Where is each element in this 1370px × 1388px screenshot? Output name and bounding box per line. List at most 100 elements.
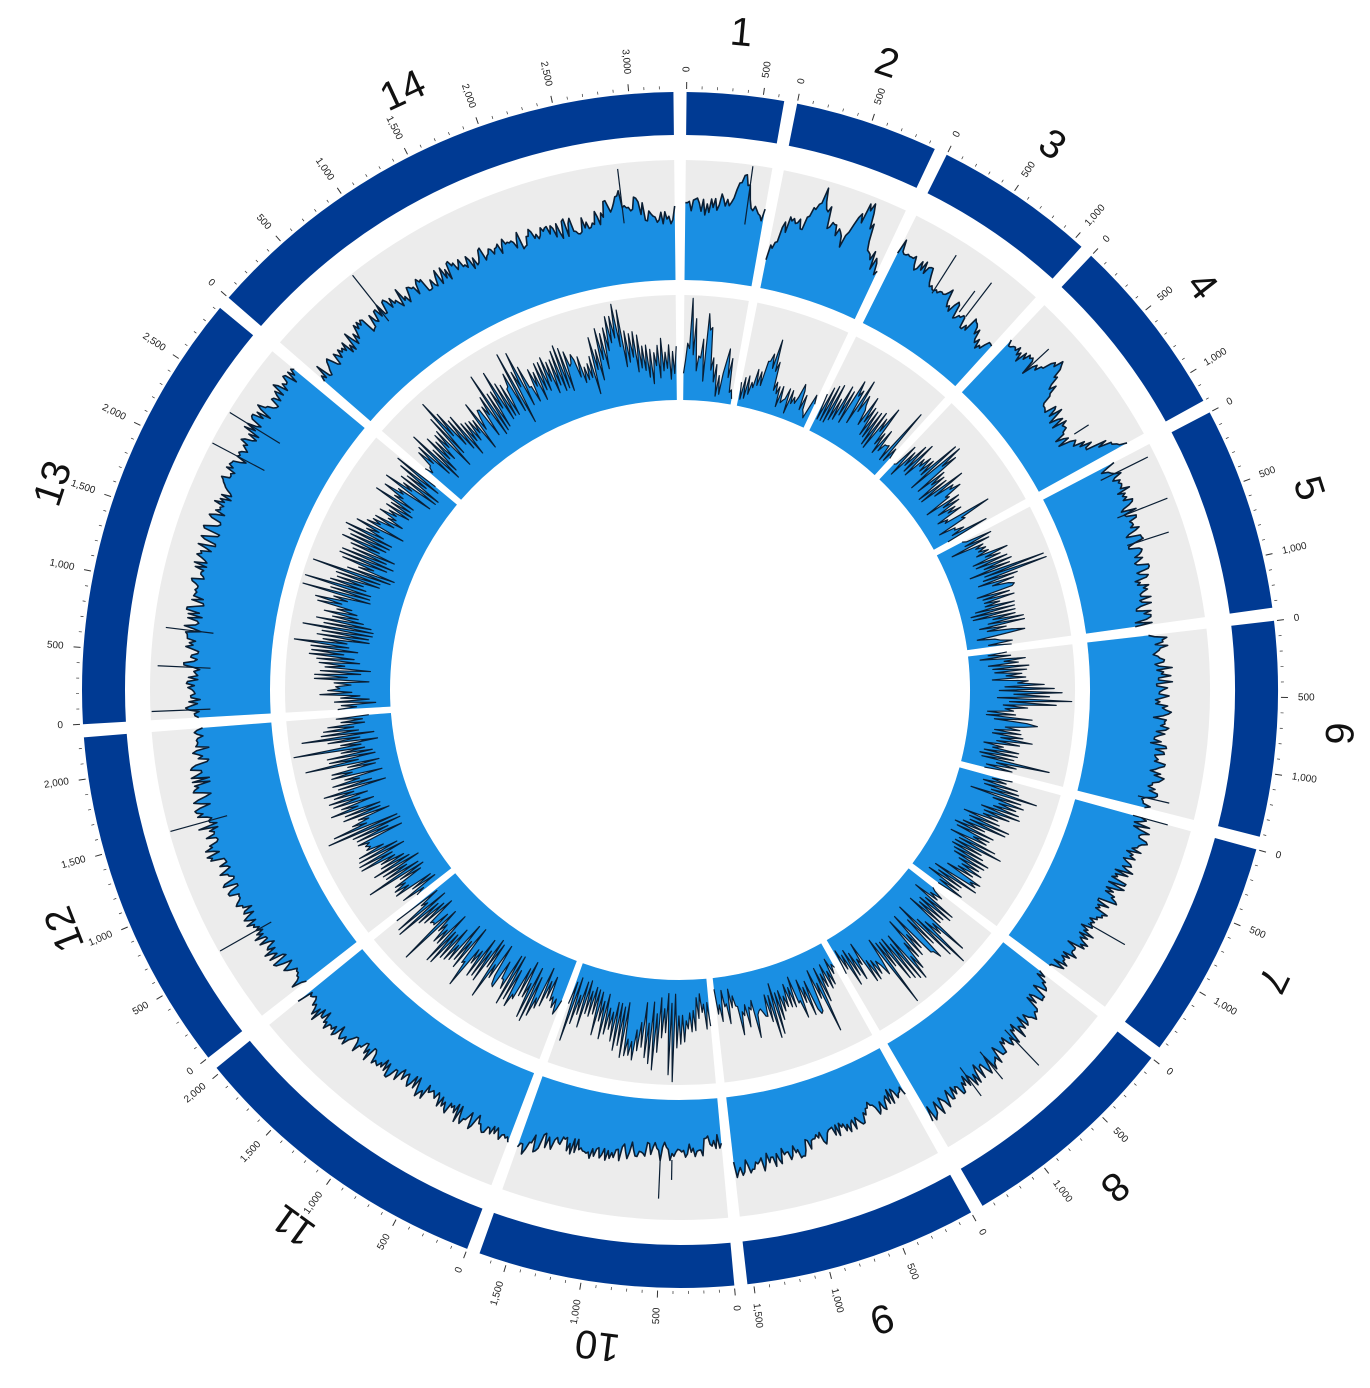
tick-mark-chr-9 [917,1242,918,1245]
tick-mark-chr-8 [1032,1177,1034,1179]
tick-mark-chr-11 [280,1141,282,1143]
tick-label-chr-12: 0 [185,1065,196,1077]
tick-mark-chr-5 [1219,423,1222,424]
tick-mark-chr-13 [104,494,111,496]
tick-mark-chr-12 [168,1009,171,1011]
tick-mark-chr-14 [392,159,393,162]
tick-label-chr-1: 0 [681,66,692,72]
tick-mark-chr-12 [103,869,106,870]
tick-mark-chr-11 [258,1120,260,1122]
tick-mark-chr-7 [1228,937,1231,938]
tick-mark-chr-14 [234,282,236,284]
tick-mark-chr-8 [1044,1168,1048,1174]
tick-mark-chr-7 [1221,951,1224,952]
tick-mark-chr-9 [830,1272,832,1279]
tick-mark-chr-2 [901,128,902,131]
tick-mark-chr-3 [975,164,976,167]
tick-mark-chr-3 [1027,197,1029,199]
tick-mark-chr-12 [95,840,98,841]
tick-mark-chr-6 [1270,805,1273,806]
tick-mark-chr-11 [326,1179,330,1185]
tick-label-chr-3: 1,000 [1083,202,1108,228]
tick-mark-chr-11 [316,1170,318,1172]
tick-mark-chr-9 [931,1236,932,1239]
tick-mark-chr-14 [256,260,258,262]
tick-mark-chr-4 [1136,296,1138,298]
tick-label-chr-11: 2,000 [182,1081,209,1106]
tick-label-chr-13: 0 [57,720,64,731]
tick-mark-chr-4 [1104,262,1106,264]
tick-mark-chr-3 [989,172,991,175]
tick-mark-chr-9 [903,1248,906,1255]
tick-mark-chr-11 [381,1212,382,1215]
tick-mark-chr-2 [887,123,888,126]
tick-mark-chr-12 [85,794,88,795]
tick-mark-chr-13 [125,452,128,453]
tick-mark-chr-13 [173,355,179,359]
tick-label-chr-12: 500 [131,1000,151,1018]
tick-mark-chr-8 [1154,1060,1160,1064]
tick-mark-chr-9 [815,1276,816,1279]
inner-track-chr-1 [683,295,749,404]
tick-mark-chr-7 [1175,1031,1177,1033]
tick-label-chr-9: 0 [976,1227,989,1238]
tick-mark-chr-5 [1226,437,1229,438]
tick-mark-chr-6 [1275,774,1282,775]
tick-mark-chr-13 [85,586,88,587]
tick-mark-chr-8 [994,1203,996,1206]
tick-mark-chr-4 [1146,306,1151,310]
tick-mark-chr-8 [1007,1195,1009,1198]
ideogram-chr-2 [789,104,935,188]
tick-mark-chr-9 [845,1268,846,1271]
tick-mark-chr-5 [1262,539,1265,540]
tick-mark-chr-5 [1258,524,1261,525]
chromosome-label-10: 10 [573,1321,623,1370]
tick-mark-chr-7 [1250,880,1253,881]
tick-mark-chr-12 [131,941,134,942]
tick-mark-chr-5 [1232,452,1235,453]
tick-mark-chr-12 [194,1047,196,1049]
ideogram-chr-10 [480,1213,735,1288]
tick-mark-chr-11 [266,1130,271,1135]
tick-label-chr-13: 2,000 [100,402,128,423]
chromosome-label-4: 4 [1178,263,1226,308]
tick-mark-chr-3 [948,146,951,152]
tick-mark-chr-5 [1269,570,1272,571]
tick-label-chr-9: 1,500 [751,1303,765,1330]
inner-track-chr-10 [548,963,716,1085]
tick-mark-chr-13 [185,344,187,346]
tick-mark-chr-14 [551,96,552,103]
tick-mark-chr-7 [1166,1044,1168,1046]
tick-mark-chr-5 [1249,495,1252,496]
tick-mark-chr-14 [327,200,329,202]
tick-label-chr-9: 500 [904,1262,921,1282]
chromosome-label-2: 2 [869,38,904,87]
tick-mark-chr-14 [314,209,316,211]
tick-mark-chr-11 [464,1252,466,1259]
tick-label-chr-13: 2,500 [141,331,168,354]
chromosome-label-7: 7 [1249,961,1298,1000]
tick-mark-chr-7 [1255,865,1258,866]
tick-label-chr-14: 2,000 [459,82,478,110]
tick-mark-chr-13 [99,525,102,526]
tick-mark-chr-14 [492,116,493,119]
tick-mark-chr-8 [1134,1084,1136,1086]
tick-mark-chr-11 [226,1086,228,1088]
tick-label-chr-1: 500 [761,60,774,78]
tick-label-chr-7: 0 [1274,850,1283,862]
tick-label-chr-12: 2,000 [43,776,70,791]
chromosome-label-8: 8 [1092,1163,1138,1211]
tick-mark-chr-11 [354,1196,356,1199]
tick-mark-chr-13 [113,481,116,482]
tick-mark-chr-4 [1165,333,1167,335]
tick-label-chr-8: 500 [1111,1126,1131,1146]
tick-label-chr-3: 0 [951,129,964,139]
tick-label-chr-5: 1,000 [1281,540,1308,556]
tick-mark-chr-4 [1126,285,1128,287]
tick-mark-chr-2 [798,94,799,101]
tick-mark-chr-4 [1093,248,1098,253]
tick-mark-chr-7 [1192,1005,1195,1007]
tick-mark-chr-7 [1183,1018,1186,1020]
tick-mark-chr-4 [1182,358,1185,360]
tick-mark-chr-12 [121,927,127,930]
